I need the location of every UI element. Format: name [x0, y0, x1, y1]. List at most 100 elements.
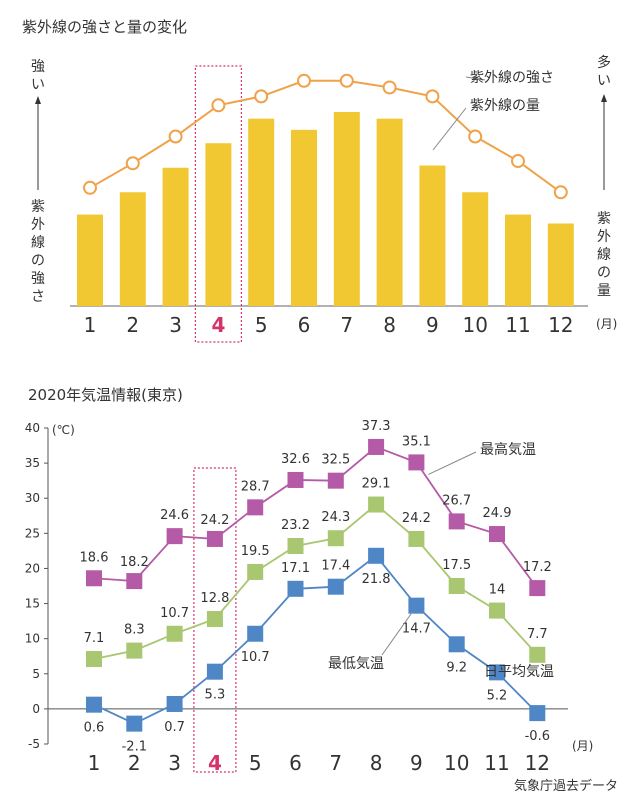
temp-y-tick-label: 35: [25, 456, 40, 470]
avg-temp-value-label: 24.2: [402, 511, 431, 526]
temp-y-tick-label: 5: [32, 667, 40, 681]
uv-bar: [419, 165, 446, 306]
min-temp-point: [327, 578, 344, 595]
min-temp-value-label: 0.7: [164, 720, 185, 735]
max-temp-value-label: 28.7: [241, 479, 270, 494]
data-source-note: 気象庁過去データ: [513, 779, 618, 794]
avg-temp-value-label: 29.1: [362, 477, 391, 492]
temp-month-label: 4: [208, 751, 222, 775]
uv-bar: [205, 143, 232, 306]
avg-temp-point: [86, 651, 102, 668]
avg-temp-point: [368, 496, 385, 513]
uv-right-axis-label: 紫外線の量: [597, 211, 611, 299]
max-temp-point: [247, 499, 264, 516]
uv-strength-line: [89, 79, 562, 194]
avg-temp-point: [287, 537, 304, 554]
min-temp-point: [287, 580, 304, 597]
min-temp-value-label: 14.7: [402, 622, 431, 637]
uv-month-label: 9: [426, 313, 439, 337]
uv-strength-point: [468, 129, 483, 144]
temp-month-label: 10: [444, 751, 469, 775]
max-temp-point: [287, 471, 304, 488]
max-temp-value-label: 24.2: [200, 513, 229, 528]
uv-month-label: 11: [505, 313, 530, 337]
avg-temp-point: [489, 602, 505, 619]
temp-month-label: 6: [289, 751, 302, 775]
uv-right-arrowhead: [601, 94, 607, 102]
uv-month-label: 12: [548, 313, 573, 337]
temp-y-tick-label: 15: [25, 597, 40, 611]
uv-bar: [462, 192, 489, 306]
avg-temp-value-label: 23.2: [281, 518, 310, 533]
temp-month-label: 7: [329, 751, 342, 775]
uv-strength-point: [511, 154, 525, 169]
avg-temp-legend: 日平均気温: [484, 664, 554, 680]
avg-temp-value-label: 10.7: [160, 606, 189, 621]
temp-month-label: 12: [525, 751, 550, 775]
uv-left-arrowhead: [35, 96, 41, 104]
uv-strength-point: [168, 129, 183, 144]
max-temp-leader: [428, 451, 477, 475]
uv-month-label: 7: [340, 313, 353, 337]
uv-bar: [505, 214, 531, 306]
uv-strength-point: [382, 80, 397, 95]
uv-right-top-label: 多い: [597, 55, 611, 89]
avg-temp-point: [529, 646, 546, 663]
avg-temp-point: [408, 530, 425, 547]
avg-temp-value-label: 12.8: [200, 591, 229, 606]
max-temp-value-label: 37.3: [362, 419, 391, 434]
uv-bar: [333, 111, 360, 307]
uv-month-label: 5: [255, 313, 268, 337]
uv-month-label: 4: [211, 313, 225, 337]
avg-temp-value-label: 14: [489, 583, 506, 598]
uv-strength-legend: 紫外線の強さ: [470, 70, 554, 86]
min-temp-value-label: -0.6: [525, 729, 550, 744]
min-temp-value-label: 5.3: [205, 688, 226, 703]
uv-month-label: 10: [462, 313, 487, 337]
max-temp-value-label: 24.9: [483, 506, 512, 521]
max-temp-point: [529, 580, 546, 597]
uv-left-axis-label: 紫外線の強さ: [31, 199, 45, 305]
temp-y-tick-label: 40: [25, 421, 40, 435]
max-temp-point: [327, 472, 344, 489]
avg-temp-value-label: 24.3: [321, 510, 350, 525]
max-temp-value-label: 32.6: [281, 452, 310, 467]
avg-temp-point: [166, 625, 183, 642]
max-temp-legend: 最高気温: [480, 441, 536, 458]
avg-temp-value-label: 7.7: [527, 627, 548, 642]
temp-month-label: 9: [410, 751, 423, 775]
temp-y-tick-label: 25: [25, 526, 40, 540]
temp-y-tick-label: 10: [25, 632, 40, 646]
uv-month-unit: (月): [596, 317, 617, 331]
uv-month-label: 2: [126, 313, 139, 337]
min-temp-point: [126, 715, 143, 732]
uv-highlight-box: [194, 65, 242, 343]
max-temp-point: [86, 570, 102, 587]
uv-bar: [77, 214, 103, 306]
uv-strength-point: [339, 73, 354, 88]
avg-temp-point: [448, 578, 465, 594]
max-temp-point: [206, 530, 223, 547]
avg-temp-value-label: 17.5: [442, 558, 471, 573]
min-temp-point: [247, 625, 264, 642]
max-temp-point: [408, 454, 425, 471]
min-temp-point: [166, 695, 183, 712]
max-temp-point: [489, 526, 505, 543]
uv-bar: [376, 118, 403, 307]
temp-month-unit: (月): [572, 739, 593, 753]
uv-left-top-label: 強い: [31, 59, 45, 93]
uv-bar: [119, 192, 146, 306]
uv-strength-leader: [465, 76, 486, 81]
uv-strength-point: [211, 98, 226, 113]
max-temp-point: [368, 438, 385, 455]
max-temp-point: [166, 528, 183, 545]
uv-month-label: 1: [84, 313, 97, 337]
max-temp-value-label: 35.1: [402, 434, 431, 449]
min-temp-point: [489, 664, 505, 681]
temp-month-label: 5: [249, 751, 262, 775]
temp-unit: (℃): [52, 423, 75, 437]
min-temp-legend: 最低気温: [328, 656, 384, 672]
uv-bar: [248, 118, 275, 307]
temp-y-tick-label: -5: [28, 737, 40, 751]
